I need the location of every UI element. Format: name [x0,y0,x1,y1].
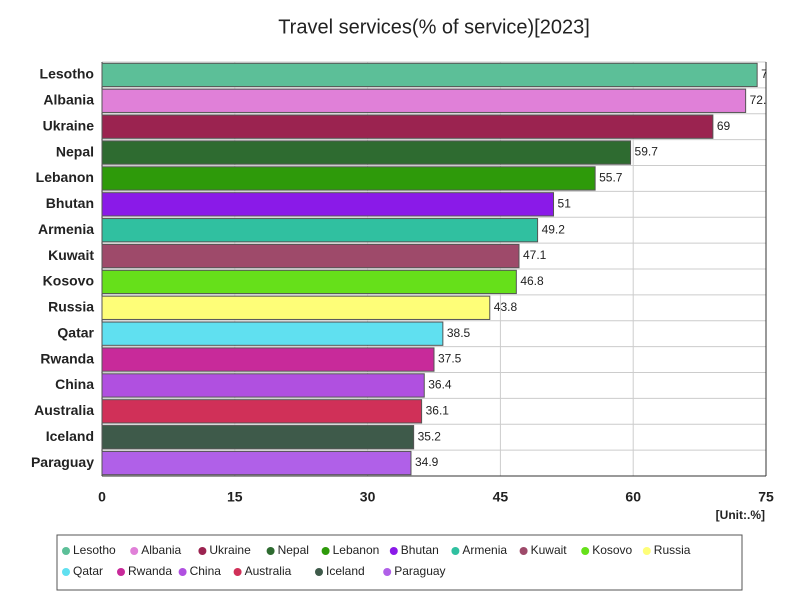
value-label: 43.8 [494,300,518,314]
value-label: 38.5 [447,326,471,340]
legend-label: Kosovo [592,543,632,557]
x-tick-label: 45 [493,489,509,505]
bar [101,62,758,88]
legend-swatch [315,568,323,576]
y-tick-label: Kuwait [48,247,94,263]
x-tick-label: 0 [98,489,106,505]
y-tick-label: Paraguay [31,454,94,470]
legend-label: Nepal [278,543,309,557]
legend-swatch [117,568,125,576]
y-tick-label: Russia [48,299,94,315]
legend-swatch [642,547,651,555]
legend-swatch [62,547,70,555]
legend-swatch [130,547,139,555]
legend-label: Paraguay [394,564,445,578]
x-tick-label: 60 [625,489,641,505]
bar [101,347,435,372]
legend-label: Kuwait [531,543,568,557]
y-tick-label: Nepal [56,143,94,159]
legend-label: Albania [141,543,181,557]
legend-swatch [451,547,460,555]
value-label: 47.1 [523,248,547,262]
value-label: 74 [761,67,775,81]
value-label: 51 [558,196,572,210]
y-tick-label: Iceland [46,428,94,444]
chart-title: Travel services(% of service)[2023] [278,16,590,38]
legend-label: Rwanda [128,564,172,578]
value-label: 59.7 [635,145,659,159]
value-label: 69 [717,119,731,133]
value-label: 36.4 [428,378,452,392]
legend-label: Iceland [326,564,365,578]
bar [101,450,412,476]
legend-label: Bhutan [401,543,439,557]
value-label: 49.2 [542,222,566,236]
bar [101,269,517,295]
legend-swatch [198,547,207,555]
value-label: 55.7 [599,171,623,185]
y-tick-label: Qatar [57,324,94,340]
bar [101,114,714,139]
legend-swatch [383,568,392,576]
y-tick-label: Lesotho [40,66,94,82]
bar [101,373,425,398]
legend-swatch [178,568,187,576]
bar [101,140,632,165]
value-label: 37.5 [438,352,462,366]
y-tick-label: Bhutan [46,195,94,211]
value-label: 34.9 [415,455,439,469]
x-tick-label: 15 [227,489,243,505]
bar [101,399,423,424]
legend-label: Australia [245,564,292,578]
value-label: 36.1 [426,403,450,417]
legend-swatch [519,547,528,555]
legend-label: Qatar [73,564,103,578]
bar [101,243,520,269]
y-tick-label: Albania [43,92,94,108]
value-label: 72.7 [750,93,774,107]
y-tick-label: Australia [34,402,94,418]
bar [101,192,555,217]
legend-swatch [62,568,70,576]
y-tick-label: Ukraine [43,117,95,133]
legend-swatch [266,547,275,555]
value-label: 35.2 [418,429,442,443]
bar [101,321,444,346]
legend-label: Armenia [462,543,507,557]
legend-label: Lesotho [73,543,116,557]
bar [101,295,491,320]
bar [101,166,596,191]
y-tick-label: Armenia [38,221,94,237]
y-tick-label: Lebanon [36,169,94,185]
y-tick-label: China [55,376,94,392]
plot-area: 74 72.7 69 59.7 55.7 51 49.2 47.1 46.843.8 38.5 37… [415,67,775,469]
bar [101,218,539,243]
legend-label: China [190,564,222,578]
legend-label: Ukraine [209,543,251,557]
legend-box [56,534,743,591]
bar [101,88,747,113]
y-tick-label: Kosovo [43,273,94,289]
legend-swatch [581,547,590,555]
legend-label: Lebanon [333,543,380,557]
legend-swatch [321,547,330,555]
legend-swatch [233,568,242,576]
value-label: 46.8 [520,274,544,288]
legend-swatch [389,547,398,555]
x-tick-label: 75 [758,489,774,505]
legend-label: Russia [654,543,691,557]
unit-label: [Unit:.%] [716,508,765,522]
bar [101,425,415,450]
y-tick-label: Rwanda [40,350,94,366]
x-tick-label: 30 [360,489,376,505]
